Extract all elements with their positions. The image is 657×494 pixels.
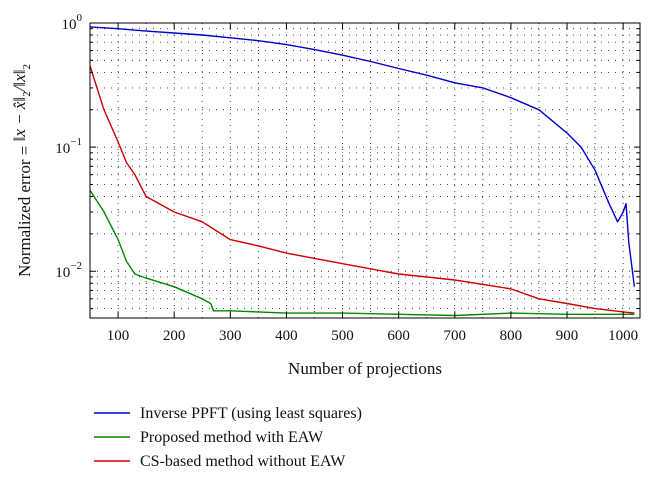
x-tick-label: 400 xyxy=(275,328,298,344)
grid xyxy=(90,23,640,318)
x-tick-label: 300 xyxy=(219,328,242,344)
x-tick-label: 900 xyxy=(556,328,579,344)
x-tick-label: 800 xyxy=(500,328,523,344)
y-label-subscript: 2 xyxy=(21,64,33,70)
y-tick-exponent: −2 xyxy=(70,260,82,272)
y-label-subscript: 2 xyxy=(21,91,33,97)
y-tick-base: 10 xyxy=(62,17,77,33)
series-line-3 xyxy=(89,65,635,314)
y-tick-label: 10−2 xyxy=(55,260,82,281)
legend: Inverse PPFT (using least squares) Propos… xyxy=(94,405,362,470)
y-label-part: ‖x − x̂‖ xyxy=(10,97,29,142)
legend-label: Inverse PPFT (using least squares) xyxy=(140,405,362,422)
x-tick-label: 700 xyxy=(444,328,467,344)
x-axis-label: Number of projections xyxy=(288,359,442,378)
y-axis-label: Normalized error = ‖x − x̂‖2/‖x‖2 xyxy=(10,64,34,277)
y-label-part: Normalized error = xyxy=(15,141,34,277)
axis-ticks xyxy=(90,23,640,318)
series-line-2 xyxy=(89,189,635,317)
x-tick-label: 600 xyxy=(387,328,410,344)
series-line-1 xyxy=(89,26,636,287)
y-tick-base: 10 xyxy=(55,141,70,157)
plot-area xyxy=(89,22,641,319)
x-tick-label: 1000 xyxy=(608,328,638,344)
legend-label: Proposed method with EAW xyxy=(140,429,324,446)
y-tick-label: 10−1 xyxy=(55,136,82,157)
tick-labels: 100 200 300 400 500 600 700 800 900 100010010−110… xyxy=(55,12,638,344)
x-tick-label: 100 xyxy=(107,328,130,344)
y-tick-exponent: −1 xyxy=(70,136,82,148)
x-tick-label: 200 xyxy=(163,328,186,344)
series-lines xyxy=(89,26,636,317)
y-tick-label: 100 xyxy=(62,12,83,33)
y-label-part: /‖x‖ xyxy=(10,69,29,92)
y-tick-exponent: 0 xyxy=(77,12,83,24)
legend-label: CS-based method without EAW xyxy=(140,453,346,470)
y-tick-base: 10 xyxy=(55,265,70,281)
x-tick-label: 500 xyxy=(331,328,354,344)
